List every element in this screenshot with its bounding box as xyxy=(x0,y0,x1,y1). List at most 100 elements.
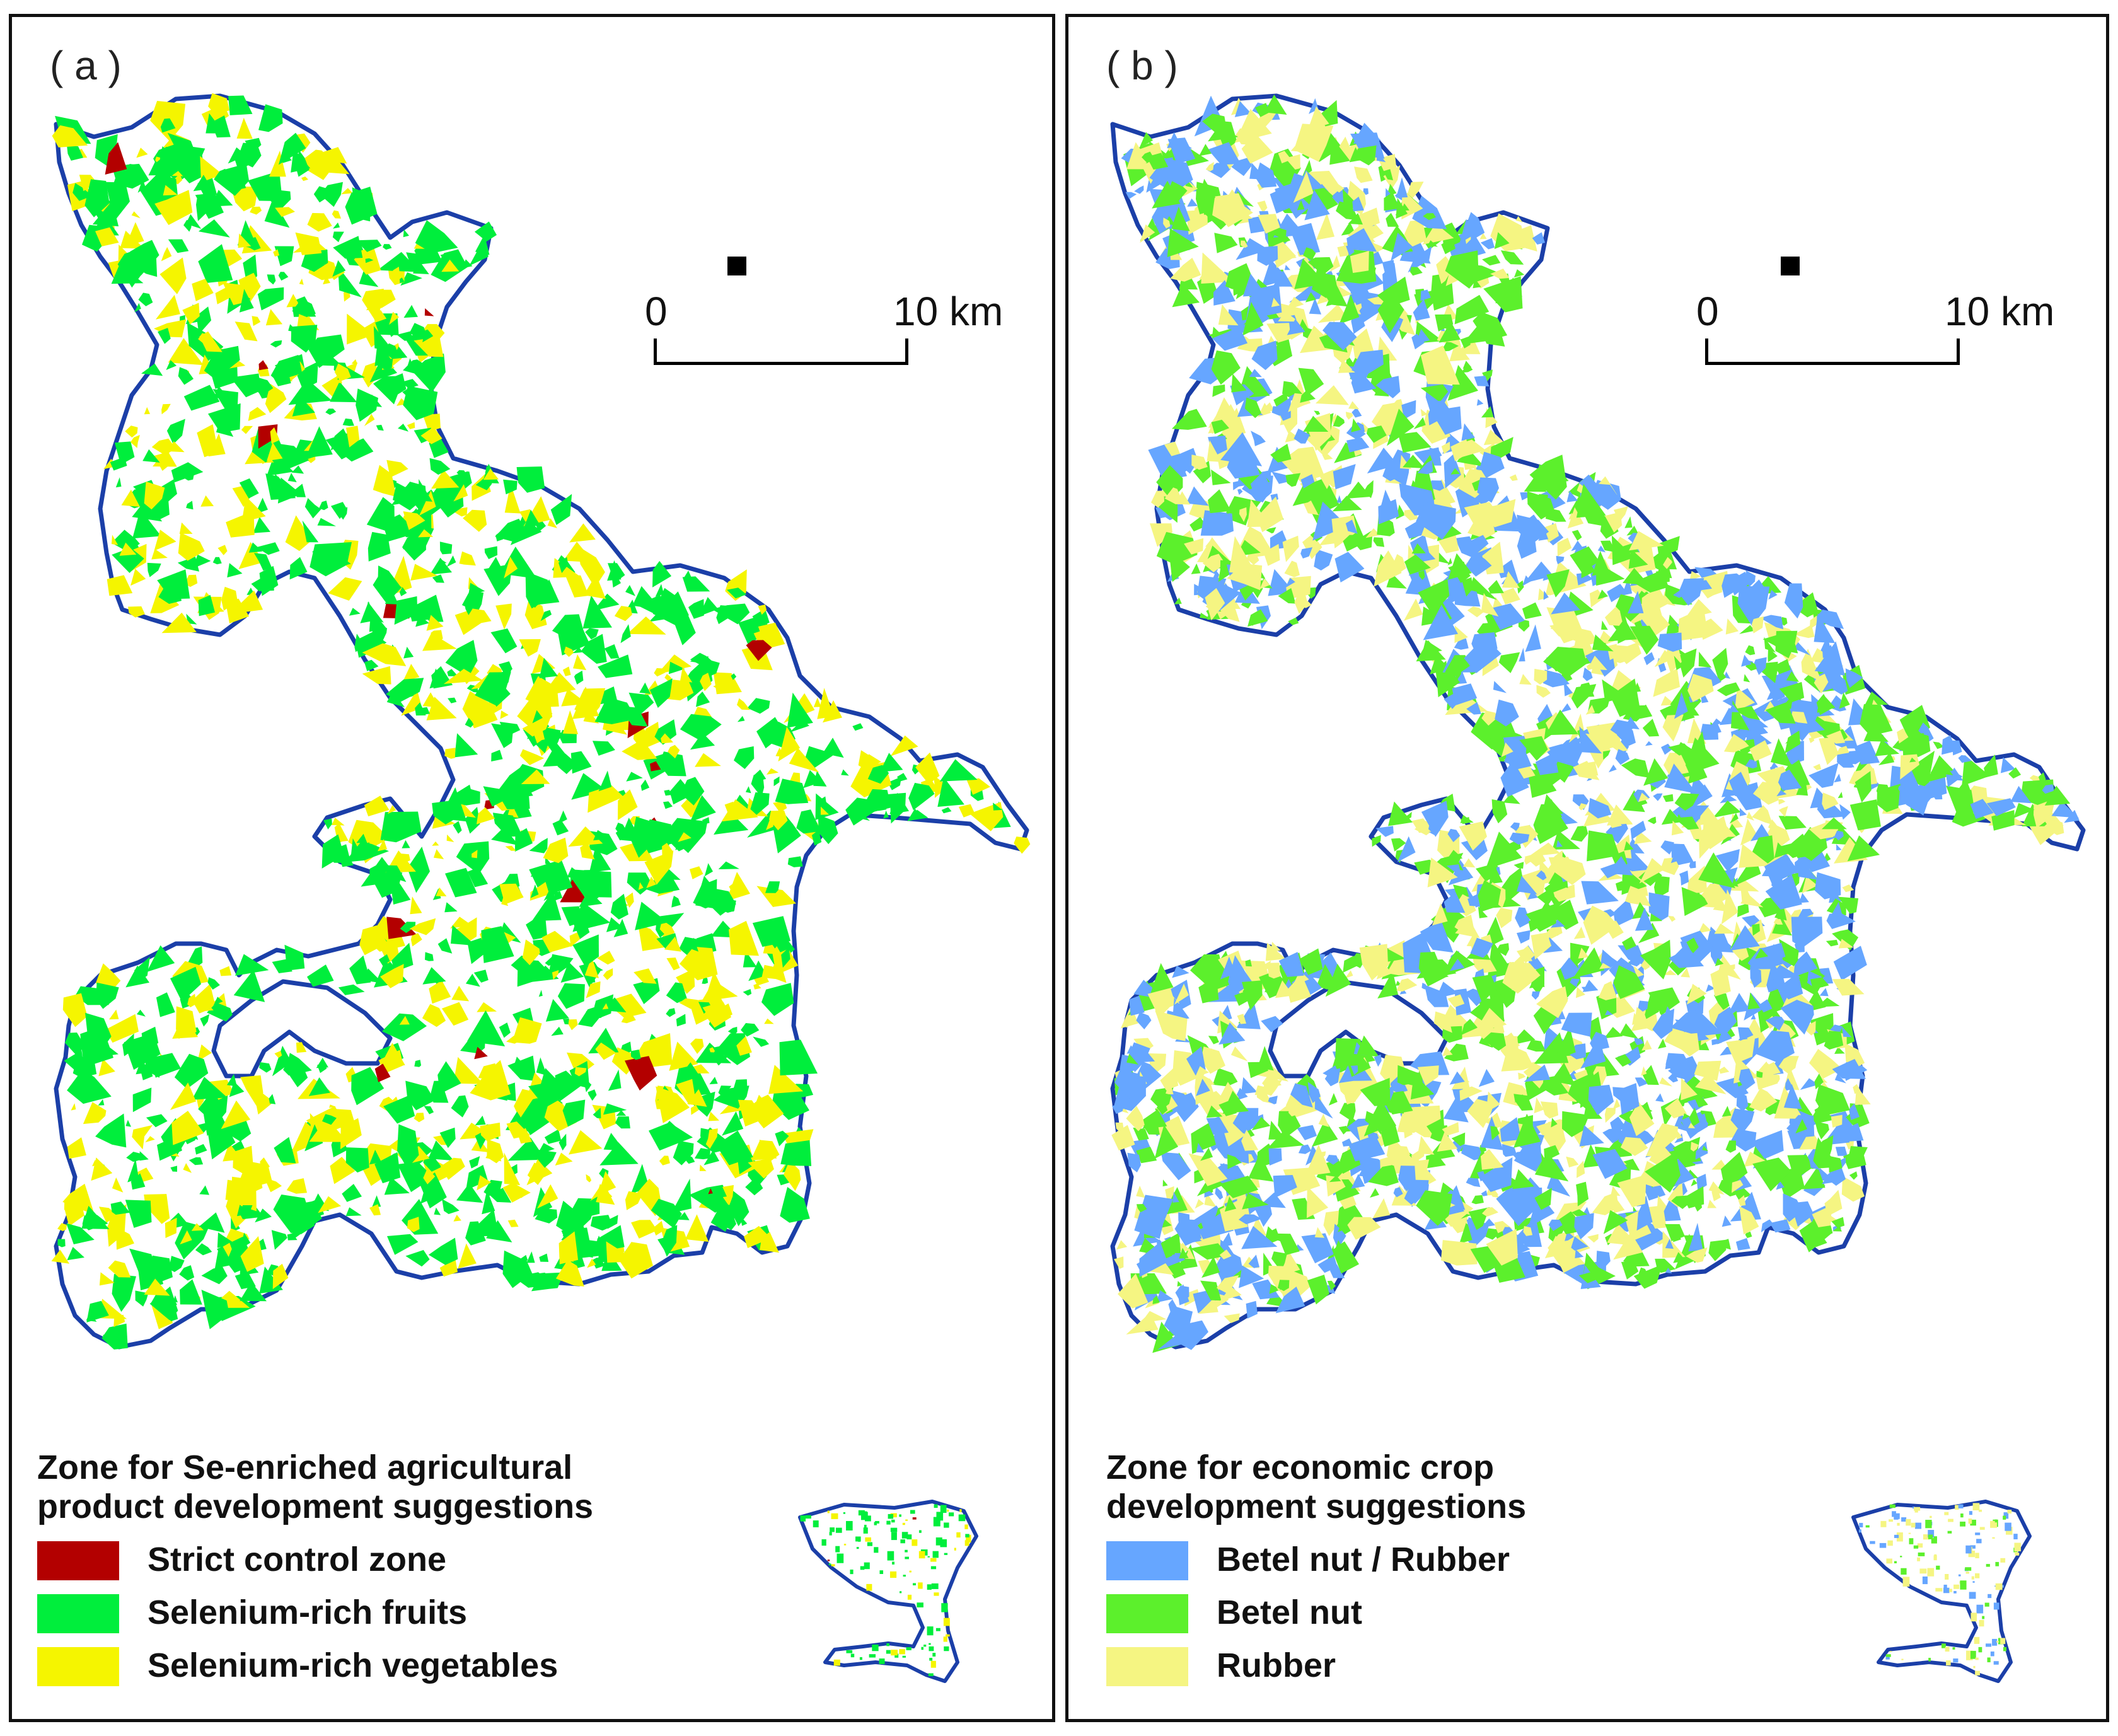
land-patch xyxy=(1634,1038,1644,1046)
land-patch xyxy=(661,1225,678,1257)
land-patch xyxy=(168,441,185,453)
land-patch xyxy=(585,628,599,640)
land-patch xyxy=(1900,1556,1902,1558)
land-patch xyxy=(1522,602,1542,620)
land-patch xyxy=(1517,514,1549,544)
land-patch xyxy=(1653,793,1663,801)
land-patch xyxy=(1398,432,1432,453)
land-patch xyxy=(1411,333,1425,350)
land-patch xyxy=(1639,858,1665,884)
land-patch xyxy=(1901,1568,1907,1575)
land-patch xyxy=(1350,251,1369,273)
land-patch xyxy=(439,787,467,822)
land-patch xyxy=(1973,1665,1976,1669)
land-patch xyxy=(947,1509,949,1512)
land-patch xyxy=(1946,767,1964,781)
land-patch xyxy=(1995,1583,2003,1590)
land-patch xyxy=(1448,859,1474,886)
land-patch xyxy=(192,983,216,1014)
land-patch xyxy=(632,586,661,610)
land-patch xyxy=(1581,559,1595,579)
land-patch xyxy=(948,1512,954,1517)
land-patch xyxy=(927,1584,932,1590)
land-patch xyxy=(1314,1227,1325,1238)
land-patch xyxy=(628,692,654,716)
land-patch xyxy=(1692,731,1706,753)
land-patch xyxy=(95,227,119,246)
land-patch xyxy=(1696,1174,1707,1191)
land-patch xyxy=(1570,546,1600,572)
land-patch xyxy=(1901,1658,1904,1660)
land-patch xyxy=(1787,1155,1813,1180)
land-patch xyxy=(1452,667,1461,680)
land-patch xyxy=(197,1044,212,1062)
land-patch xyxy=(811,830,822,846)
land-patch xyxy=(1551,1118,1558,1128)
land-patch xyxy=(1496,908,1513,929)
land-patch xyxy=(586,981,601,998)
land-patch xyxy=(502,1250,528,1288)
land-patch xyxy=(1689,1107,1700,1126)
land-patch xyxy=(1219,1232,1233,1247)
land-patch xyxy=(944,1522,949,1528)
land-patch xyxy=(291,465,304,474)
land-patch xyxy=(1779,806,1788,818)
land-patch xyxy=(223,1242,232,1257)
land-patch xyxy=(927,1626,934,1636)
land-patch xyxy=(154,529,176,551)
land-patch xyxy=(939,759,978,782)
land-patch xyxy=(1686,707,1699,716)
land-patch xyxy=(787,692,813,728)
land-patch xyxy=(259,1266,283,1294)
land-patch xyxy=(465,807,480,834)
land-patch xyxy=(1746,811,1754,821)
land-patch xyxy=(95,1113,127,1148)
land-patch xyxy=(1832,929,1859,951)
land-patch xyxy=(271,1230,287,1250)
land-patch xyxy=(1352,196,1364,212)
land-patch xyxy=(299,278,304,285)
land-patch xyxy=(410,564,438,581)
land-patch xyxy=(1865,692,1889,705)
land-patch xyxy=(1687,673,1714,702)
land-patch xyxy=(1300,474,1315,489)
land-patch xyxy=(1420,345,1460,385)
land-patch xyxy=(236,117,253,139)
land-patch xyxy=(129,254,158,277)
land-patch xyxy=(1839,692,1850,709)
land-patch xyxy=(1965,1545,1972,1554)
land-patch xyxy=(1191,563,1201,574)
land-patch xyxy=(183,472,195,481)
land-patch xyxy=(1681,887,1708,917)
land-patch xyxy=(1827,901,1843,922)
land-patch xyxy=(1568,512,1576,520)
land-patch xyxy=(1418,952,1445,987)
land-patch xyxy=(1953,1658,1959,1663)
land-patch xyxy=(474,221,497,241)
land-patch xyxy=(1546,607,1585,644)
land-patch xyxy=(1377,971,1398,998)
land-patch xyxy=(1673,591,1684,598)
land-patch xyxy=(1118,1273,1149,1309)
land-patch xyxy=(1657,536,1680,558)
land-patch xyxy=(1599,963,1611,969)
land-patch xyxy=(902,1522,905,1525)
land-patch xyxy=(1845,1123,1864,1142)
land-patch xyxy=(591,1257,606,1269)
land-patch xyxy=(1716,682,1740,697)
land-patch xyxy=(521,769,550,784)
land-patch xyxy=(57,1239,66,1247)
land-patch xyxy=(451,985,470,1002)
land-patch xyxy=(1366,425,1387,443)
land-patch xyxy=(1345,1095,1357,1105)
land-patch xyxy=(436,887,447,896)
land-patch xyxy=(462,691,498,729)
land-patch xyxy=(274,1051,282,1058)
land-patch xyxy=(1688,1123,1696,1128)
land-patch xyxy=(1755,948,1768,959)
land-patch xyxy=(738,1099,765,1127)
land-patch xyxy=(773,776,780,787)
land-patch xyxy=(685,1154,695,1164)
land-patch xyxy=(208,433,226,457)
land-patch xyxy=(1478,1068,1495,1087)
